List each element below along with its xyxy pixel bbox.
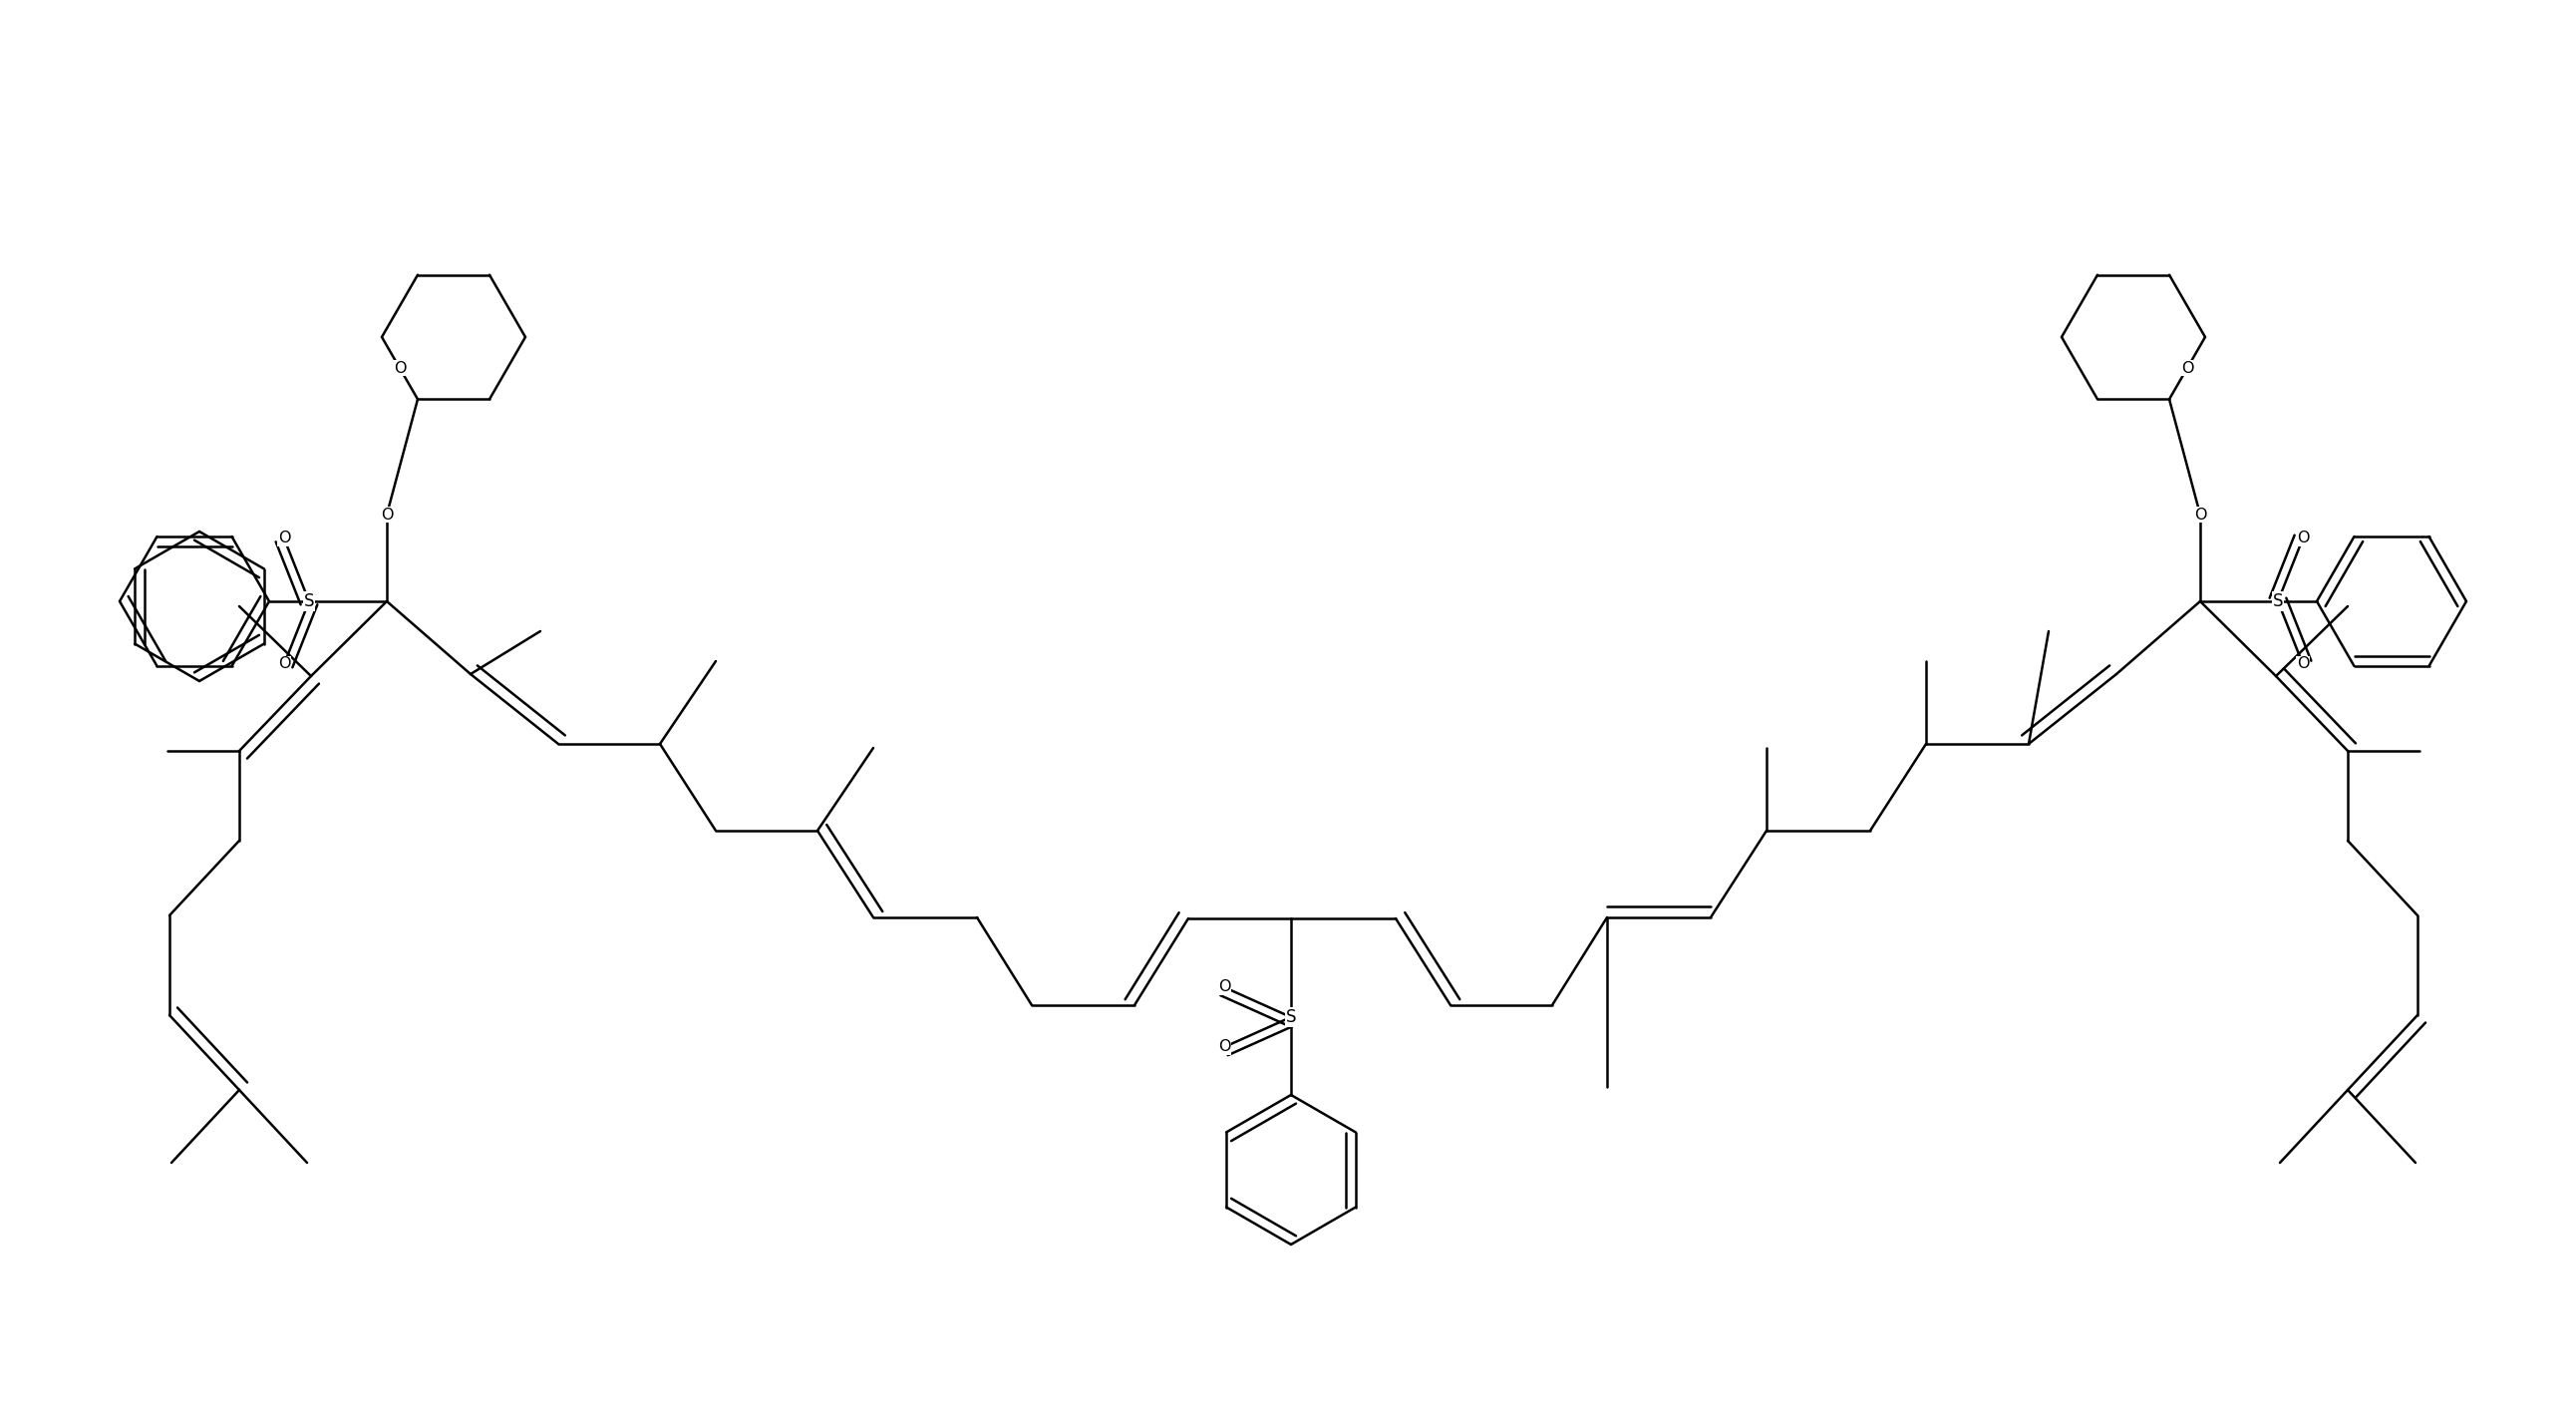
Text: O: O xyxy=(1218,1040,1231,1055)
Text: O: O xyxy=(2195,507,2208,523)
Text: O: O xyxy=(381,507,394,523)
Text: O: O xyxy=(1218,980,1231,995)
Text: O: O xyxy=(2298,531,2308,545)
Text: O: O xyxy=(278,531,291,545)
Text: O: O xyxy=(394,360,407,376)
Text: S: S xyxy=(304,592,314,611)
Text: O: O xyxy=(278,656,291,672)
Text: S: S xyxy=(2272,592,2282,611)
Text: O: O xyxy=(2182,360,2192,376)
Text: O: O xyxy=(2298,656,2308,672)
Text: S: S xyxy=(1285,1008,1296,1027)
